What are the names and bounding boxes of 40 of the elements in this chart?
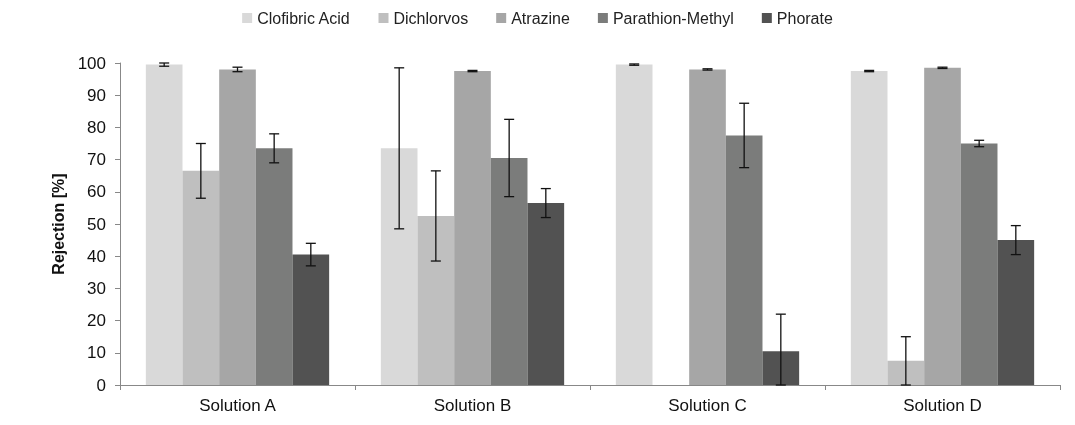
y-tick-label: 100 xyxy=(77,53,106,73)
y-axis-title: Rejection [%] xyxy=(50,173,68,275)
x-tick-label: Solution C xyxy=(668,396,747,415)
legend-label: Parathion-Methyl xyxy=(612,9,734,27)
bar xyxy=(924,67,961,385)
bar xyxy=(997,240,1035,385)
bar xyxy=(454,71,491,385)
bar xyxy=(527,203,565,385)
y-tick-label: 20 xyxy=(87,311,106,331)
bar xyxy=(725,135,763,385)
y-tick-label: 80 xyxy=(87,117,106,137)
bar xyxy=(292,254,330,385)
y-tick-label: 60 xyxy=(87,182,106,202)
bar xyxy=(417,215,455,385)
bar xyxy=(850,71,888,385)
bar xyxy=(689,69,726,385)
bar xyxy=(380,148,418,385)
bar xyxy=(219,69,256,385)
legend-label: Dichlorvos xyxy=(393,9,469,27)
bar xyxy=(255,148,293,385)
x-tick-label: Solution D xyxy=(903,396,982,415)
legend-label: Atrazine xyxy=(511,9,570,27)
bar xyxy=(182,170,220,385)
y-tick-label: 40 xyxy=(87,246,106,266)
y-tick-label: 50 xyxy=(87,214,106,234)
y-tick-label: 0 xyxy=(96,375,106,395)
bar xyxy=(887,360,925,385)
bar xyxy=(615,64,653,385)
legend-label: Clofibric Acid xyxy=(257,9,350,27)
bar xyxy=(960,143,998,385)
x-tick-label: Solution B xyxy=(433,396,512,415)
bar xyxy=(490,157,528,385)
legend-label: Phorate xyxy=(776,9,833,27)
bar xyxy=(762,351,800,385)
y-tick-label: 10 xyxy=(87,343,106,363)
x-tick-label: Solution A xyxy=(199,396,277,415)
y-tick-label: 90 xyxy=(87,85,106,105)
y-tick-label: 70 xyxy=(87,150,106,170)
bar xyxy=(145,64,183,385)
y-tick-label: 30 xyxy=(87,278,106,298)
